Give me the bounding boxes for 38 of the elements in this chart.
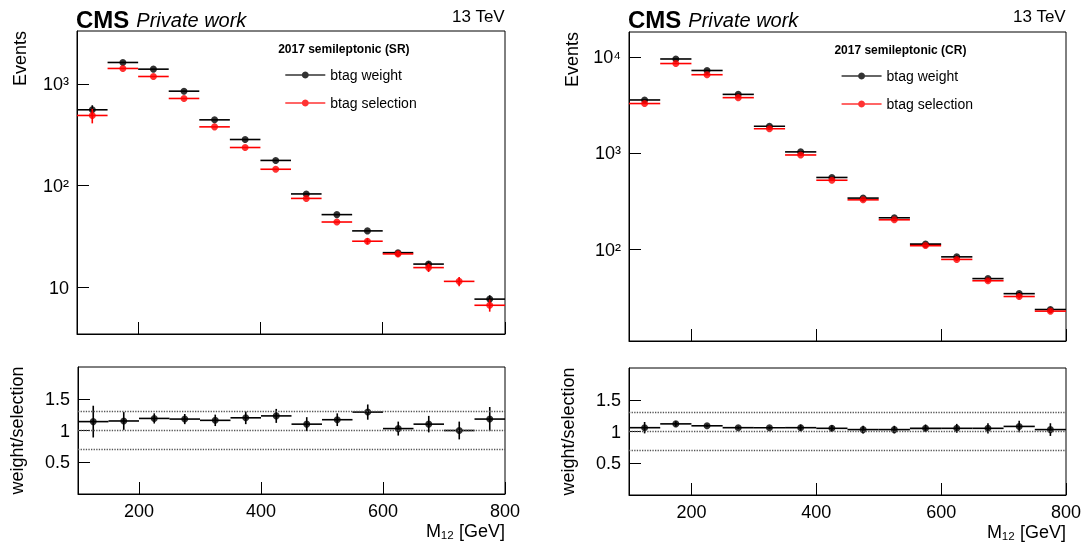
legend-label: btag weight (886, 68, 959, 84)
legend-title: 2017 semileptonic (SR) (278, 42, 410, 56)
y-axis-title: weight/selection (7, 366, 27, 496)
x-tick-label: 200 (123, 501, 155, 521)
legend-label: btag selection (330, 95, 417, 111)
y-tick-label: 10³ (594, 143, 622, 164)
legend-label: btag selection (886, 96, 973, 112)
x-tick-label: 600 (367, 501, 399, 521)
x-axis-title: M₁₂ [GeV] (425, 521, 505, 541)
chart-subtitle: Private work (136, 9, 248, 31)
y-tick-label: 10² (594, 239, 622, 260)
y-tick-label: 10³ (42, 73, 70, 94)
y-tick-label: 10⁴ (593, 47, 621, 68)
text: 13 TeV (1013, 7, 1067, 26)
x-tick-label: 800 (489, 501, 521, 521)
legend-label: btag weight (330, 67, 403, 83)
y-tick-label: 1 (610, 421, 621, 442)
y-tick-label: 0.5 (595, 453, 621, 474)
y-tick-label: 1 (59, 420, 70, 441)
y-axis-title: Events (10, 31, 30, 87)
y-tick-label: 10² (42, 175, 70, 196)
x-axis-title: M₁₂ [GeV] (986, 522, 1066, 542)
text: 13 TeV (452, 7, 506, 26)
y-tick-label: 0.5 (44, 452, 70, 473)
y-tick-label: 10 (48, 277, 69, 298)
legend-title: 2017 semileptonic (CR) (834, 43, 967, 57)
x-tick-label: 800 (1050, 502, 1082, 522)
y-tick-label: 1.5 (595, 389, 621, 410)
y-axis-title: weight/selection (558, 367, 578, 497)
x-tick-label: 400 (801, 502, 832, 522)
x-tick-label: 400 (245, 501, 277, 521)
x-tick-label: 200 (676, 502, 707, 522)
chart-subtitle: Private work (688, 9, 800, 31)
chart-title: CMS (628, 5, 682, 33)
y-axis-title: Events (562, 32, 582, 88)
x-tick-label: 600 (926, 502, 957, 522)
y-tick-label: 1.5 (44, 388, 70, 409)
chart-title: CMS (76, 5, 130, 33)
